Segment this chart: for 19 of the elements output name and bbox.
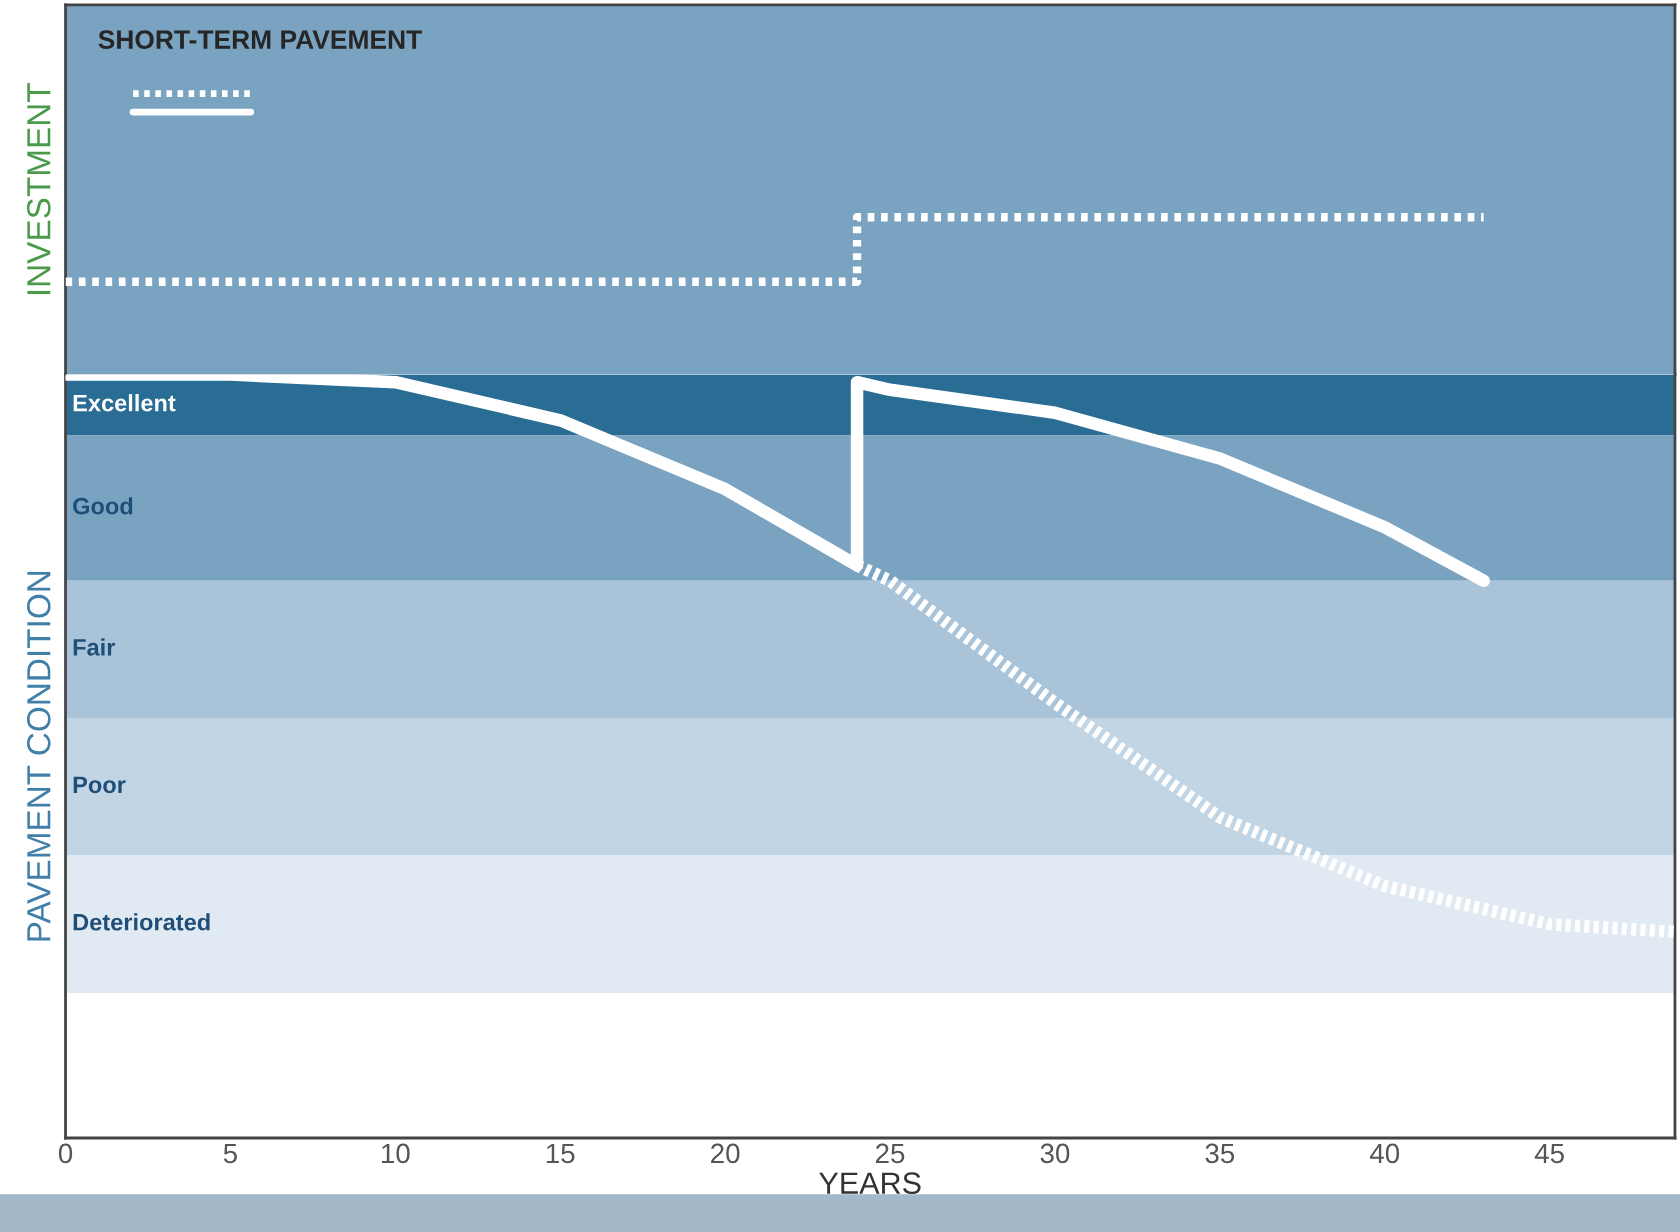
x-axis-title: YEARS: [819, 1172, 921, 1194]
x-tick-label: 40: [1369, 1143, 1400, 1164]
band-label: Deteriorated: [73, 913, 210, 931]
band-label: Poor: [73, 776, 126, 794]
x-tick-label: 25: [875, 1143, 905, 1164]
x-tick-label: 20: [711, 1143, 740, 1164]
y-axis-title: PAVEMENT CONDITION: [26, 571, 51, 941]
x-tick-label: 5: [223, 1143, 237, 1164]
x-tick-label: 45: [1534, 1143, 1564, 1164]
band-label: Good: [73, 497, 133, 515]
chart-title: SHORT-TERM PAVEMENT: [98, 30, 422, 49]
y-axis-title: INVESTMENT: [26, 83, 51, 295]
x-tick-label: 10: [381, 1143, 410, 1164]
x-tick-label: 35: [1205, 1143, 1235, 1164]
x-tick-label: 30: [1040, 1143, 1070, 1164]
band-label: Excellent: [73, 394, 176, 412]
band-label: Fair: [73, 638, 116, 656]
x-tick-label: 0: [58, 1143, 73, 1164]
x-tick-label: 15: [546, 1143, 575, 1164]
